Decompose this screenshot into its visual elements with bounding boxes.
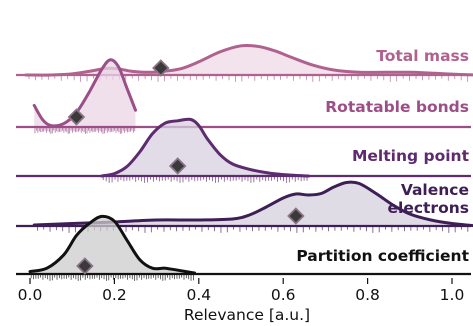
ridge-rug [36, 227, 469, 233]
x-tick-label: 1.0 [440, 286, 465, 304]
x-tick-label: 0.6 [271, 286, 296, 304]
ridges-group: Total mass Rotatable bonds Melting point Va… [16, 43, 473, 281]
ridge-total-mass: Total mass [16, 43, 473, 82]
ridge-rotatable-bonds: Rotatable bonds [16, 58, 471, 134]
ridge-label: Melting point [352, 147, 470, 165]
ridge-marker [76, 257, 94, 275]
ridge-marker [287, 207, 305, 225]
x-tick-label: 0.2 [102, 286, 127, 304]
ridge-fill [25, 45, 473, 76]
ridge-rug [102, 177, 308, 183]
x-axis-title: Relevance [a.u.] [184, 306, 310, 324]
ridge-label: Valence [401, 181, 469, 199]
ridge-fill [34, 59, 136, 127]
ridge-partition-coefficient: Partition coefficient [16, 214, 471, 281]
x-tick-label: 0.0 [18, 286, 43, 304]
ridge-marker [168, 157, 187, 175]
ridge-fill [34, 182, 473, 226]
ridge-curve [32, 180, 473, 228]
ridge-curve [32, 58, 137, 128]
ridge-melting-point: Melting point [16, 117, 471, 183]
ridge-marker [67, 108, 86, 126]
ridge-label: electrons [388, 199, 470, 217]
ridge-label: Total mass [376, 47, 469, 65]
ridge-curve [28, 214, 197, 275]
ridge-rug [30, 275, 194, 281]
ridge-marker [152, 59, 170, 77]
ridge-label: Partition coefficient [296, 247, 469, 265]
x-tick-label: 0.8 [355, 286, 380, 304]
x-tick-label: 0.4 [186, 286, 211, 304]
ridge-rug [34, 128, 136, 134]
ridge-curve [100, 117, 310, 178]
ridge-fill [30, 216, 195, 274]
ridge-label: Rotatable bonds [325, 98, 469, 116]
x-axis: 0.0 0.2 0.4 0.6 0.8 1.0 [18, 278, 465, 304]
